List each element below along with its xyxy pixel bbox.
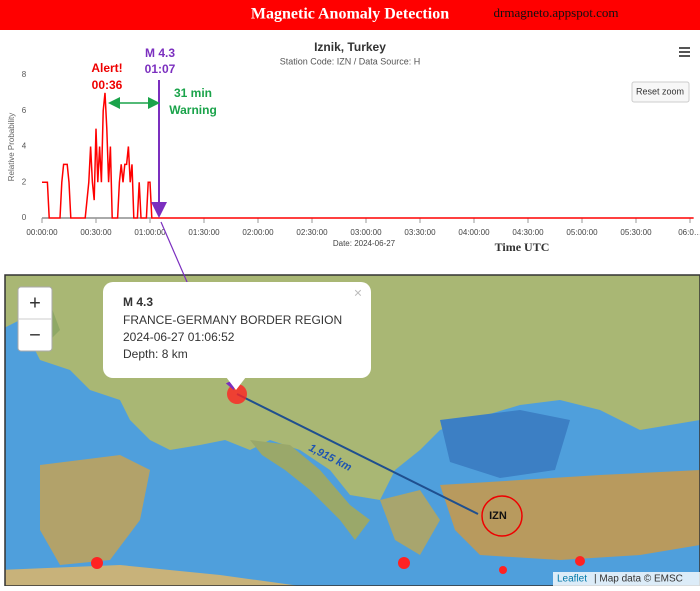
x-tick-label: 04:00:00 — [458, 228, 490, 237]
attribution-bg — [553, 572, 700, 586]
attribution-link[interactable]: Leaflet — [557, 574, 587, 585]
y-axis-label: Relative Probability — [7, 113, 16, 181]
x-tick-label: 00:00:00 — [26, 228, 58, 237]
quake-marker[interactable] — [575, 556, 585, 566]
chart-subtitle: Station Code: IZN / Data Source: H — [280, 56, 421, 66]
x-tick-label: 01:00:00 — [134, 228, 166, 237]
menu-icon[interactable] — [679, 47, 690, 57]
x-axis-label: Time UTC — [495, 240, 550, 254]
y-tick-label: 8 — [22, 70, 27, 79]
quake-time: 01:07 — [145, 62, 176, 76]
popup-title: M 4.3 — [123, 295, 153, 309]
alert-label: Alert! — [91, 61, 122, 75]
station-label: IZN — [489, 510, 507, 522]
y-tick-label: 2 — [22, 177, 27, 186]
attribution-text: | Map data © EMSC — [594, 574, 683, 585]
warning-label: 31 min — [174, 86, 212, 100]
zoom-in[interactable]: + — [29, 292, 41, 314]
x-tick-label: 02:30:00 — [296, 228, 328, 237]
site-link[interactable]: drmagneto.appspot.com — [494, 5, 619, 20]
alert-time: 00:36 — [92, 78, 123, 92]
y-tick-label: 4 — [22, 142, 27, 151]
popup-close[interactable]: × — [354, 285, 362, 301]
chart-title: Iznik, Turkey — [314, 40, 386, 54]
plot: 0 2 4 6 8 00:00:00 00:30:00 01:00:00 01:30:00 02:… — [22, 70, 700, 237]
y-tick-label: 6 — [22, 106, 27, 115]
date-label: Date: 2024-06-27 — [333, 239, 396, 248]
quake-marker[interactable] — [499, 566, 507, 574]
x-tick-label: 01:30:00 — [188, 228, 220, 237]
x-tick-label: 00:30:00 — [80, 228, 112, 237]
popup-time: 2024-06-27 01:06:52 — [123, 330, 235, 344]
x-tick-label: 04:30:00 — [512, 228, 544, 237]
reset-zoom-button[interactable] — [631, 81, 690, 103]
x-tick-label: 03:00:00 — [350, 228, 382, 237]
station-circle[interactable] — [481, 495, 523, 537]
x-tick-label: 02:00:00 — [242, 228, 274, 237]
y-tick-label: 0 — [22, 213, 27, 222]
data-line — [42, 92, 694, 219]
chart-area — [0, 30, 700, 275]
quake-label: M 4.3 — [145, 46, 175, 60]
x-tick-label: 06:0… — [678, 228, 700, 237]
x-tick-label: 03:30:00 — [404, 228, 436, 237]
warning-text: Warning — [169, 103, 217, 117]
header-bar — [0, 0, 700, 30]
header-title: Magnetic Anomaly Detection — [251, 6, 449, 23]
reset-zoom-label[interactable]: Reset zoom — [636, 86, 684, 96]
popup-depth: Depth: 8 km — [123, 347, 188, 361]
distance-line — [236, 393, 479, 515]
popup — [103, 282, 371, 378]
zoom-out[interactable]: − — [29, 324, 41, 346]
x-tick-label: 05:00:00 — [566, 228, 598, 237]
x-tick-label: 05:30:00 — [620, 228, 652, 237]
popup-region: FRANCE-GERMANY BORDER REGION — [123, 313, 342, 327]
quake-marker[interactable] — [91, 557, 103, 569]
quake-marker[interactable] — [398, 557, 410, 569]
